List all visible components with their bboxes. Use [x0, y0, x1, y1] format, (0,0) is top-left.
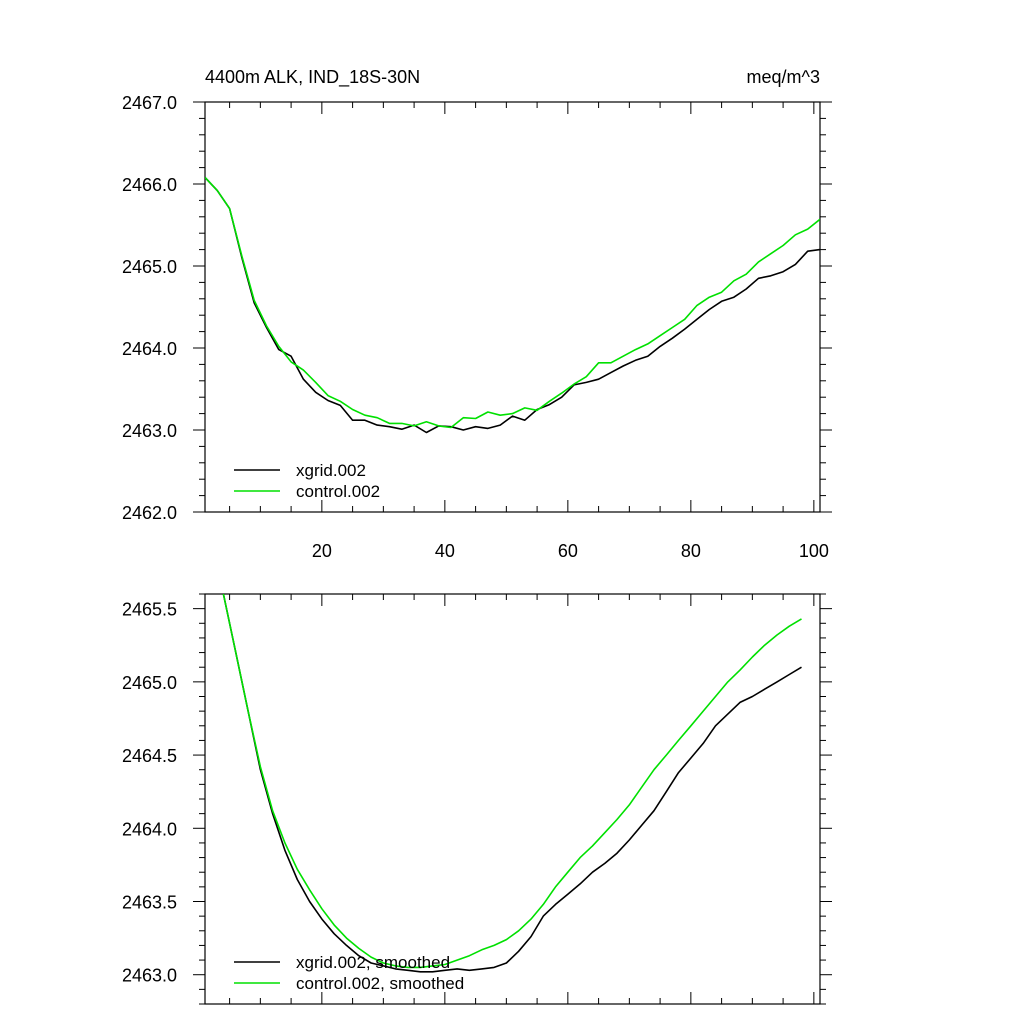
series-line-control-002	[205, 176, 820, 429]
y-tick-label: 2466.0	[122, 175, 177, 195]
series-group	[205, 176, 820, 434]
top-panel-title: 4400m ALK, IND_18S-30N	[205, 67, 420, 88]
legend-label: control.002	[296, 482, 380, 501]
legend-label: xgrid.002	[296, 461, 366, 480]
y-tick-label: 2463.0	[122, 966, 177, 986]
y-tick-label: 2464.5	[122, 746, 177, 766]
bottom-plot-frame	[204, 593, 821, 1005]
bottom-panel: 2463.0 2463.5 2464.0 2464.5 2465.0 2465.5 xgri…	[122, 593, 832, 1005]
y-tick-label: 2462.0	[122, 503, 177, 523]
y-tick-label: 2467.0	[122, 93, 177, 113]
y-tick-label: 2463.5	[122, 893, 177, 913]
y-tick-label: 2465.0	[122, 673, 177, 693]
x-tick-label: 20	[312, 541, 332, 561]
series-group	[222, 594, 802, 973]
x-tick-label: 60	[558, 541, 578, 561]
y-tick-label: 2464.0	[122, 819, 177, 839]
series-line-xgrid-002	[205, 176, 820, 434]
top-plot-frame	[204, 101, 821, 513]
x-tick-label: 40	[435, 541, 455, 561]
top-panel-units: meq/m^3	[747, 67, 820, 87]
y-tick-label: 2464.0	[122, 339, 177, 359]
y-tick-label: 2463.0	[122, 421, 177, 441]
y-tick-label: 2465.5	[122, 600, 177, 620]
x-tick-label: 80	[681, 541, 701, 561]
legend-label: control.002, smoothed	[296, 974, 464, 993]
y-tick-label: 2465.0	[122, 257, 177, 277]
top-panel: 4400m ALK, IND_18S-30N meq/m^3 20 40 60 80 1…	[122, 67, 832, 561]
x-tick-label: 100	[799, 541, 829, 561]
series-line-xgrid-002-smoothed	[222, 594, 802, 973]
legend-label: xgrid.002, smoothed	[296, 953, 450, 972]
series-line-control-002-smoothed	[222, 594, 802, 969]
